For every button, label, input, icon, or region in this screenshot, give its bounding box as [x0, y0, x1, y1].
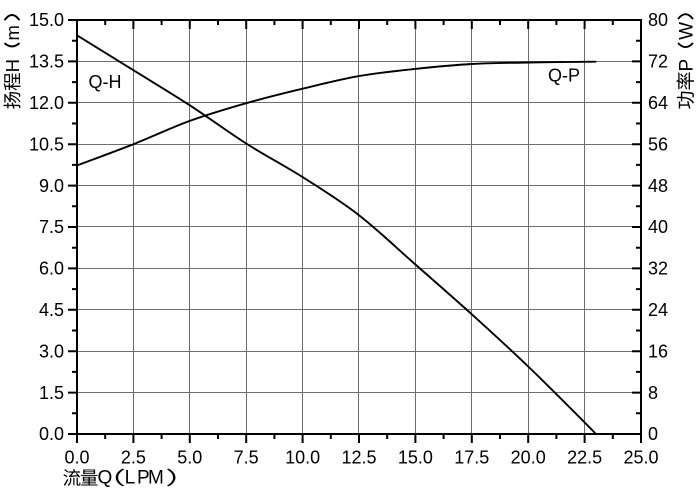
svg-text:16: 16 — [648, 341, 668, 361]
svg-text:4.5: 4.5 — [39, 300, 64, 320]
svg-text:20.0: 20.0 — [511, 448, 546, 468]
svg-text:L: L — [125, 468, 136, 489]
svg-text:5.0: 5.0 — [177, 448, 202, 468]
svg-text:12.5: 12.5 — [341, 448, 376, 468]
svg-text:0.0: 0.0 — [39, 424, 64, 444]
svg-text:0: 0 — [648, 424, 658, 444]
svg-text:15.0: 15.0 — [29, 10, 64, 30]
svg-text:72: 72 — [648, 52, 668, 72]
svg-text:17.5: 17.5 — [454, 448, 489, 468]
svg-text:2.5: 2.5 — [121, 448, 146, 468]
svg-text:13.5: 13.5 — [29, 52, 64, 72]
svg-text:M: M — [148, 468, 164, 489]
svg-text:9.0: 9.0 — [39, 176, 64, 196]
svg-text:24: 24 — [648, 300, 668, 320]
svg-text:10.5: 10.5 — [29, 134, 64, 154]
svg-text:8: 8 — [648, 383, 658, 403]
svg-text:80: 80 — [648, 10, 668, 30]
svg-text:Q-P: Q-P — [548, 66, 580, 86]
svg-text:48: 48 — [648, 176, 668, 196]
svg-text:32: 32 — [648, 259, 668, 279]
svg-text:m: m — [2, 25, 23, 40]
svg-text:H: H — [2, 59, 23, 72]
svg-text:10.0: 10.0 — [285, 448, 320, 468]
svg-text:15.0: 15.0 — [398, 448, 433, 468]
svg-text:W: W — [677, 22, 698, 40]
svg-text:22.5: 22.5 — [567, 448, 602, 468]
svg-text:1.5: 1.5 — [39, 383, 64, 403]
svg-text:Q-H: Q-H — [89, 72, 122, 92]
svg-text:6.0: 6.0 — [39, 259, 64, 279]
svg-text:25.0: 25.0 — [623, 448, 658, 468]
svg-text:12.0: 12.0 — [29, 93, 64, 113]
svg-text:7.5: 7.5 — [234, 448, 259, 468]
svg-text:56: 56 — [648, 134, 668, 154]
svg-text:40: 40 — [648, 217, 668, 237]
svg-text:3.0: 3.0 — [39, 341, 64, 361]
svg-text:P: P — [677, 59, 698, 72]
svg-text:0.0: 0.0 — [64, 448, 89, 468]
svg-text:P: P — [137, 468, 150, 489]
svg-text:64: 64 — [648, 93, 668, 113]
svg-text:Q: Q — [98, 468, 113, 489]
svg-text:7.5: 7.5 — [39, 217, 64, 237]
